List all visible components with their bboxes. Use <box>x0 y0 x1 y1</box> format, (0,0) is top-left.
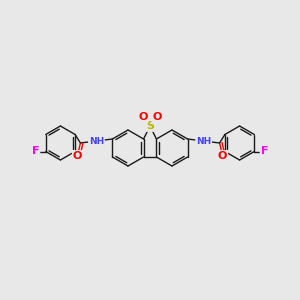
Text: O: O <box>218 151 227 161</box>
Text: S: S <box>146 121 154 131</box>
Text: O: O <box>73 151 82 161</box>
Text: O: O <box>138 112 148 122</box>
Text: F: F <box>32 146 39 157</box>
Text: F: F <box>261 146 268 157</box>
Text: O: O <box>152 112 162 122</box>
Text: NH: NH <box>89 136 104 146</box>
Text: NH: NH <box>196 136 211 146</box>
